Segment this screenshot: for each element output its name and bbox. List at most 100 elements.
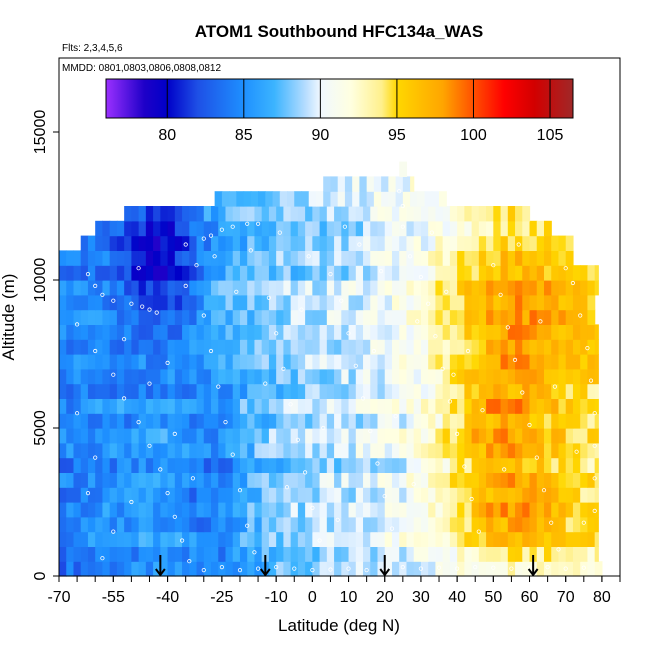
heatmap-cell [218, 220, 227, 237]
chart-title: ATOM1 Southbound HFC134a_WAS [195, 22, 483, 41]
heatmap-cell [493, 531, 502, 547]
heatmap-cell [145, 265, 154, 281]
heatmap-cell [73, 487, 82, 503]
heatmap-cell [73, 472, 82, 488]
heatmap-cell [355, 428, 364, 444]
heatmap-cell [261, 383, 270, 399]
heatmap-cell [174, 220, 183, 237]
heatmap-cell [363, 339, 371, 355]
heatmap-cell [413, 250, 422, 266]
heatmap-cell [225, 457, 234, 473]
heatmap-cell [500, 413, 509, 429]
heatmap-cell [580, 502, 589, 518]
heatmap-cell [428, 561, 437, 577]
x-tick-label-0: 0 [308, 589, 317, 606]
heatmap-cell [290, 220, 299, 237]
heatmap-cell [449, 531, 458, 547]
heatmap-cell [95, 383, 104, 399]
heatmap-cell [189, 413, 198, 429]
heatmap-cell [66, 250, 75, 266]
heatmap-cell [381, 176, 389, 192]
heatmap-cell [268, 309, 277, 325]
heatmap-cell [87, 280, 96, 296]
heatmap-cell [363, 531, 371, 547]
heatmap-cell [225, 428, 234, 444]
sample-point [476, 529, 481, 534]
heatmap-cell [464, 235, 473, 251]
heatmap-cell [348, 531, 357, 547]
heatmap-cell [131, 531, 140, 547]
heatmap-cell [370, 531, 379, 547]
heatmap-cell [225, 250, 234, 266]
heatmap-cell [268, 294, 277, 311]
heatmap-cell [363, 383, 371, 399]
heatmap-cell [66, 265, 75, 281]
heatmap-cell [507, 309, 516, 325]
heatmap-cell [515, 442, 523, 459]
heatmap-cell [391, 546, 400, 562]
heatmap-cell [203, 442, 212, 459]
heatmap-cell [305, 398, 313, 414]
x-tick-label--55: -55 [102, 589, 125, 606]
heatmap-cell [391, 339, 400, 355]
heatmap-cell [254, 235, 263, 251]
heatmap-cell [594, 413, 599, 429]
heatmap-cell [116, 354, 125, 370]
heatmap-cell [319, 235, 328, 251]
heatmap-cell [406, 472, 415, 488]
heatmap-cell [334, 428, 342, 444]
heatmap-cell [348, 324, 357, 340]
heatmap-cell [543, 265, 552, 281]
heatmap-cell [276, 294, 284, 311]
heatmap-cell [116, 531, 125, 547]
heatmap-cell [283, 265, 292, 281]
heatmap-cell [355, 280, 364, 296]
heatmap-cell [551, 442, 560, 459]
heatmap-cell [478, 561, 487, 577]
heatmap-cell [131, 206, 140, 222]
heatmap-cell [442, 442, 451, 459]
heatmap-cell [290, 383, 299, 399]
heatmap-cell [420, 531, 429, 547]
heatmap-cell [182, 398, 190, 414]
heatmap-cell [116, 250, 125, 266]
heatmap-cell [587, 383, 596, 399]
heatmap-cell [229, 191, 237, 207]
heatmap-cell [507, 220, 516, 237]
heatmap-cell [500, 368, 509, 385]
heatmap-cell [80, 428, 89, 444]
heatmap-cell [153, 457, 161, 473]
heatmap-cell [131, 487, 140, 503]
heatmap-cell [247, 472, 256, 488]
heatmap-cell [413, 294, 422, 311]
sample-point [93, 283, 98, 288]
heatmap-cell [536, 398, 545, 414]
heatmap-cell [348, 502, 357, 518]
heatmap-cell [268, 265, 277, 281]
heatmap-cell [66, 487, 75, 503]
heatmap-cell [348, 383, 357, 399]
heatmap-cell [182, 324, 190, 340]
heatmap-cell [363, 487, 371, 503]
heatmap-cell [529, 354, 538, 370]
heatmap-cell [413, 546, 422, 562]
heatmap-cell [348, 487, 357, 503]
heatmap-cell [413, 206, 422, 222]
sample-point [100, 556, 105, 561]
sample-point [400, 203, 405, 209]
sample-point [122, 337, 127, 342]
heatmap-cell [449, 235, 458, 251]
heatmap-cell [572, 472, 581, 488]
heatmap-cell [87, 428, 96, 444]
sample-point [375, 461, 380, 466]
heatmap-cell [515, 546, 523, 562]
heatmap-cell [587, 531, 596, 547]
heatmap-cell [471, 220, 480, 237]
heatmap-cell [370, 561, 379, 577]
sample-point [574, 449, 579, 454]
heatmap-cell [203, 235, 212, 251]
heatmap-cell [279, 191, 288, 207]
heatmap-cell [102, 339, 111, 355]
heatmap-cell [268, 442, 277, 459]
heatmap-cell [594, 280, 599, 296]
